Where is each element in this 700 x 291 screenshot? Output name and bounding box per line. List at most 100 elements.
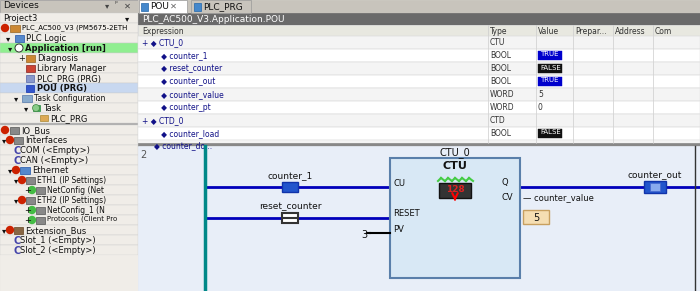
Text: CTU: CTU — [490, 38, 505, 47]
Circle shape — [29, 217, 36, 223]
Text: ◆ reset_counter: ◆ reset_counter — [154, 64, 223, 73]
Bar — [138, 101, 700, 114]
Text: Project3: Project3 — [3, 14, 37, 23]
Bar — [538, 77, 562, 86]
Bar — [26, 75, 34, 82]
Text: Ethernet: Ethernet — [32, 166, 69, 175]
Text: NetConfig_1 (N: NetConfig_1 (N — [47, 206, 105, 215]
Bar — [138, 0, 700, 13]
Bar — [138, 75, 700, 88]
Bar — [36, 187, 45, 194]
Bar — [0, 83, 138, 93]
Bar — [538, 51, 562, 59]
Circle shape — [6, 136, 13, 143]
Bar — [0, 13, 138, 23]
Text: ◆ counter_out: ◆ counter_out — [154, 77, 216, 86]
Text: ▾: ▾ — [14, 196, 18, 205]
Bar — [439, 183, 471, 198]
Bar — [26, 85, 34, 92]
Bar — [138, 13, 700, 25]
Bar — [36, 207, 45, 214]
Text: ETH1 (IP Settings): ETH1 (IP Settings) — [37, 176, 106, 185]
Text: C: C — [14, 236, 21, 246]
Text: ◆ counter_value: ◆ counter_value — [154, 90, 224, 99]
Text: Expression: Expression — [142, 26, 183, 36]
Text: ▾: ▾ — [2, 226, 6, 235]
Bar — [282, 182, 298, 192]
Text: COM (<Empty>): COM (<Empty>) — [20, 146, 90, 155]
Bar — [138, 127, 700, 140]
Bar — [138, 140, 700, 146]
Text: TRUE: TRUE — [540, 77, 559, 84]
Text: FALSE: FALSE — [540, 129, 561, 136]
Text: C: C — [14, 146, 21, 156]
Bar — [0, 113, 138, 123]
Text: Task: Task — [43, 104, 61, 113]
Bar — [10, 25, 20, 32]
Text: ▾: ▾ — [14, 94, 18, 103]
Text: ◆ counter_load: ◆ counter_load — [154, 129, 219, 138]
Text: Slot_2 (<Empty>): Slot_2 (<Empty>) — [20, 246, 96, 255]
Bar — [0, 53, 138, 63]
Text: Interfaces: Interfaces — [25, 136, 67, 145]
Text: WORD: WORD — [490, 90, 514, 99]
Bar — [0, 93, 138, 103]
Bar — [0, 225, 138, 235]
Text: ✕: ✕ — [170, 2, 177, 11]
Bar — [0, 135, 138, 145]
Bar — [138, 143, 700, 146]
Text: ▾: ▾ — [8, 166, 13, 175]
Text: PLC_PRG (PRG): PLC_PRG (PRG) — [37, 74, 101, 83]
Bar — [138, 25, 700, 36]
Bar — [0, 185, 138, 195]
Text: TRUE: TRUE — [540, 52, 559, 58]
Bar — [194, 3, 201, 11]
Bar — [0, 155, 138, 165]
Bar — [0, 195, 138, 205]
Bar — [138, 114, 700, 127]
Bar — [523, 210, 549, 224]
Bar — [26, 197, 35, 204]
Bar — [0, 0, 138, 291]
Text: Task Configuration: Task Configuration — [34, 94, 106, 103]
Text: ▾: ▾ — [8, 44, 13, 53]
Bar — [139, 0, 187, 13]
Bar — [15, 35, 24, 42]
Text: +: + — [18, 54, 25, 63]
Bar — [138, 0, 700, 291]
Text: Diagnosis: Diagnosis — [37, 54, 78, 63]
Text: POU: POU — [150, 2, 169, 11]
Text: Extension_Bus: Extension_Bus — [25, 226, 86, 235]
Text: 128: 128 — [446, 185, 464, 194]
Bar — [191, 0, 251, 13]
Bar — [26, 177, 35, 184]
Text: +: + — [24, 206, 31, 215]
Bar — [538, 63, 562, 72]
Text: PV: PV — [393, 224, 404, 233]
Bar — [138, 25, 700, 143]
Text: ◆ counter_pt: ◆ counter_pt — [154, 103, 211, 112]
Text: counter_1: counter_1 — [267, 171, 313, 180]
Circle shape — [29, 207, 36, 214]
Text: ▾: ▾ — [24, 104, 28, 113]
Text: ▾: ▾ — [125, 14, 130, 23]
Text: CU: CU — [393, 178, 405, 187]
Text: C: C — [14, 156, 21, 166]
Text: 5: 5 — [538, 90, 543, 99]
Bar — [0, 103, 138, 113]
Bar — [0, 33, 138, 43]
Text: PLC_PRG: PLC_PRG — [50, 114, 88, 123]
Bar — [14, 137, 23, 144]
Bar — [0, 205, 138, 215]
Text: FALSE: FALSE — [540, 65, 561, 70]
Text: ◆ counter_1: ◆ counter_1 — [154, 51, 207, 60]
Bar — [22, 95, 32, 102]
Text: CTD: CTD — [490, 116, 505, 125]
Text: 3: 3 — [361, 230, 367, 240]
Circle shape — [29, 187, 36, 194]
Bar — [0, 145, 138, 155]
Bar — [0, 123, 138, 125]
Text: Protocols (Client Pro: Protocols (Client Pro — [47, 216, 118, 223]
Text: Value: Value — [538, 26, 559, 36]
Text: — counter_value: — counter_value — [523, 194, 594, 203]
